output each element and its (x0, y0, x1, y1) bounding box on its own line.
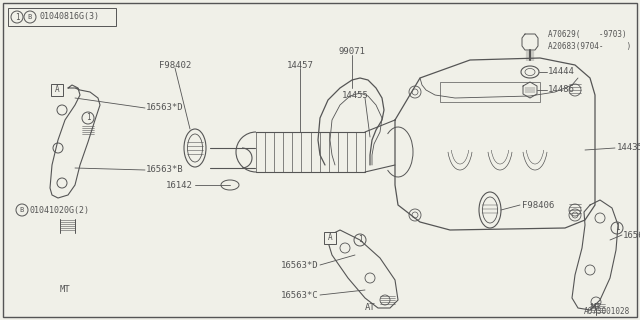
Text: A: A (54, 85, 60, 94)
Text: 16563*D: 16563*D (146, 103, 184, 113)
Text: 14486: 14486 (548, 85, 575, 94)
Text: 01040816G(3): 01040816G(3) (39, 12, 99, 21)
Text: 1: 1 (86, 114, 90, 123)
Text: AT: AT (365, 303, 376, 313)
Text: 99071: 99071 (339, 47, 365, 57)
Text: 14457: 14457 (287, 60, 314, 69)
Text: 1: 1 (614, 223, 620, 233)
Text: 14444: 14444 (548, 68, 575, 76)
Text: A20683(9704-     ): A20683(9704- ) (548, 42, 631, 51)
Text: 16563*A: 16563*A (623, 230, 640, 239)
Text: F98406: F98406 (522, 201, 554, 210)
Text: 16142: 16142 (166, 180, 193, 189)
Text: B: B (20, 207, 24, 213)
Text: 14455: 14455 (342, 91, 369, 100)
Text: A: A (328, 234, 332, 243)
Text: 16563*B: 16563*B (146, 165, 184, 174)
Text: 14435: 14435 (617, 143, 640, 153)
Text: B: B (28, 14, 32, 20)
Text: A70629(    -9703): A70629( -9703) (548, 30, 627, 39)
Bar (51, 84, 63, 96)
Text: A073001028: A073001028 (584, 308, 630, 316)
Bar (324, 232, 336, 244)
Text: 1: 1 (358, 236, 362, 244)
Text: 16563*C: 16563*C (280, 291, 318, 300)
Bar (8, 8, 116, 26)
Text: 1: 1 (15, 12, 19, 21)
Text: MT: MT (591, 303, 602, 313)
Text: MT: MT (60, 285, 70, 294)
Text: 01041020G(2): 01041020G(2) (30, 205, 90, 214)
Text: 16563*D: 16563*D (280, 260, 318, 269)
Text: F98402: F98402 (159, 60, 191, 69)
Bar (440, 82, 540, 102)
